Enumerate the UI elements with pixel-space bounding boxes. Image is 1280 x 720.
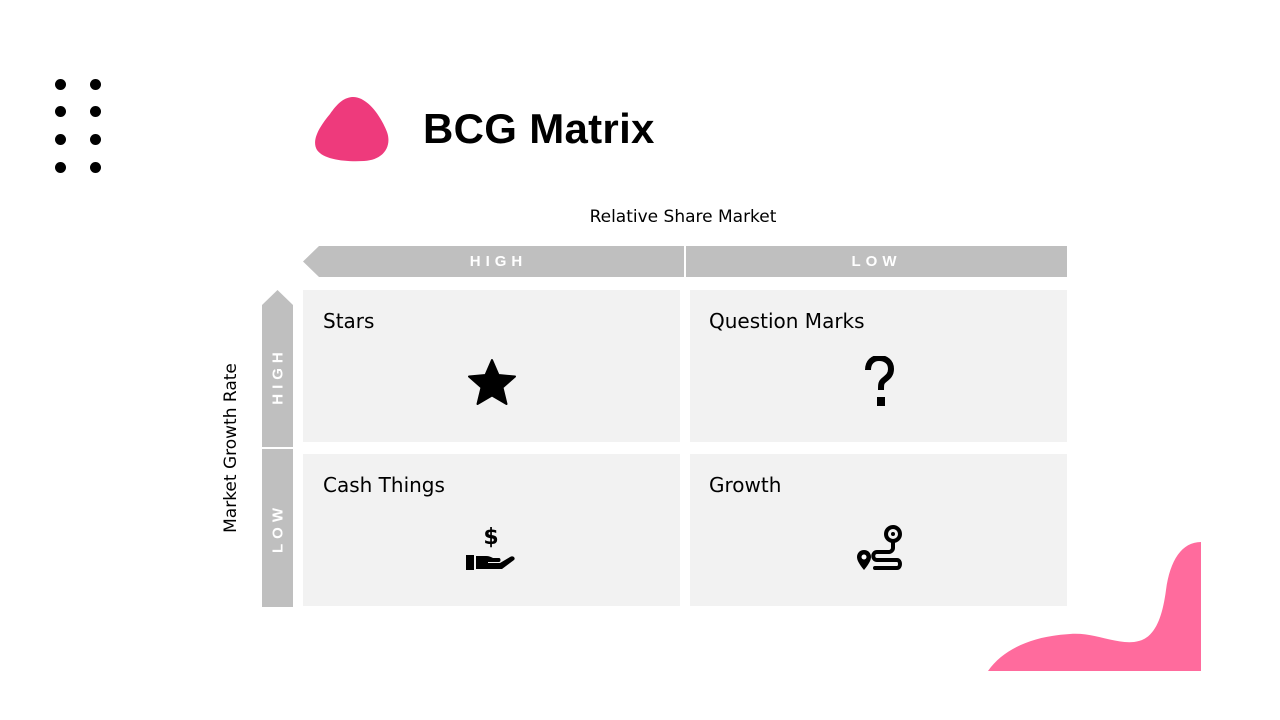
question-mark-icon <box>865 356 894 406</box>
y-axis-label: Market Growth Rate <box>221 363 241 533</box>
dot <box>90 79 101 90</box>
x-axis-high-label: HIGH <box>469 253 528 270</box>
dot <box>55 106 66 117</box>
quadrant-label: Cash Things <box>323 473 445 497</box>
quadrant-label: Stars <box>323 309 375 333</box>
quadrant-cash-things: Cash Things $ <box>303 454 680 606</box>
page-title: BCG Matrix <box>423 105 655 152</box>
y-axis-low-label: LOW <box>269 503 286 553</box>
x-axis-low-label: LOW <box>851 253 902 270</box>
x-axis-low-bar: LOW <box>686 246 1067 277</box>
quadrant-growth: Growth <box>690 454 1067 606</box>
star-icon <box>468 359 516 405</box>
hand-dollar-icon: $ <box>466 525 515 570</box>
dot <box>55 79 66 90</box>
dot <box>55 162 66 173</box>
y-axis-high-label: HIGH <box>269 347 286 406</box>
dot <box>55 134 66 145</box>
dot <box>90 106 101 117</box>
decorative-dot-grid <box>50 74 106 174</box>
dot <box>90 134 101 145</box>
y-axis-high-bar: HIGH <box>262 290 293 447</box>
quadrant-question-marks: Question Marks <box>690 290 1067 442</box>
pink-blob-shape <box>315 96 389 162</box>
route-pin-icon <box>857 525 902 570</box>
quadrant-stars: Stars <box>303 290 680 442</box>
x-axis-label: Relative Share Market <box>589 207 777 227</box>
pink-wave-shape <box>988 542 1201 671</box>
quadrant-label: Growth <box>709 473 782 497</box>
quadrant-label: Question Marks <box>709 309 865 333</box>
y-axis-low-bar: LOW <box>262 449 293 607</box>
x-axis-high-bar: HIGH <box>303 246 684 277</box>
svg-text:$: $ <box>483 525 498 550</box>
dot <box>90 162 101 173</box>
